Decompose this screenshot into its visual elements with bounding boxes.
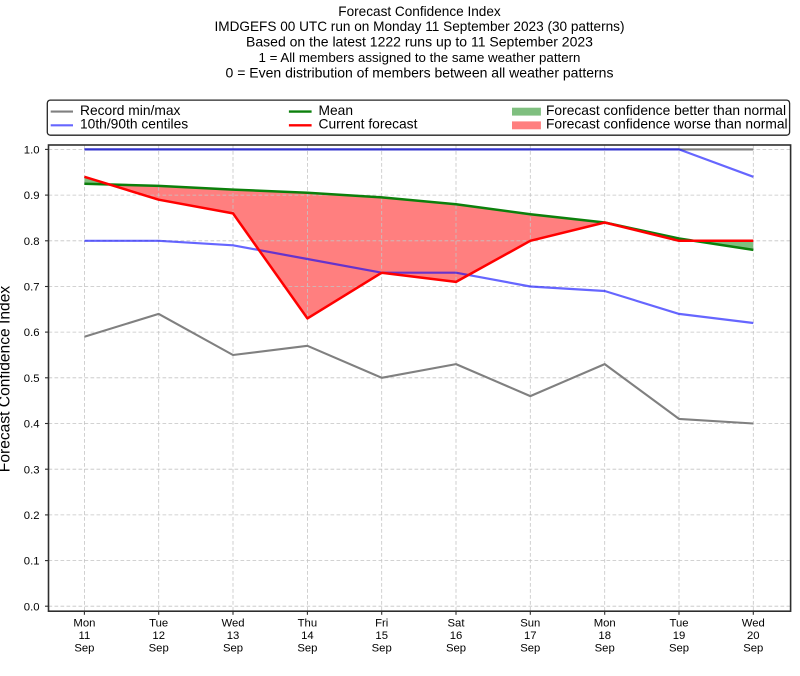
svg-text:Forecast Confidence Index: Forecast Confidence Index bbox=[0, 286, 14, 473]
svg-text:Forecast confidence better tha: Forecast confidence better than normal bbox=[546, 103, 786, 118]
svg-text:Forecast confidence worse than: Forecast confidence worse than normal bbox=[546, 117, 788, 132]
svg-text:12: 12 bbox=[152, 630, 165, 642]
svg-text:IMDGEFS 00 UTC run on Monday 1: IMDGEFS 00 UTC run on Monday 11 Septembe… bbox=[214, 19, 624, 34]
svg-text:Sep: Sep bbox=[297, 642, 317, 654]
svg-text:0.2: 0.2 bbox=[24, 510, 40, 522]
svg-text:Record min/max: Record min/max bbox=[80, 103, 181, 118]
svg-text:10th/90th centiles: 10th/90th centiles bbox=[80, 117, 188, 132]
svg-text:Forecast Confidence Index: Forecast Confidence Index bbox=[338, 4, 501, 19]
svg-text:20: 20 bbox=[747, 630, 760, 642]
svg-text:Sep: Sep bbox=[595, 642, 615, 654]
svg-text:0.3: 0.3 bbox=[24, 464, 40, 476]
svg-text:Based on the latest 1222 runs: Based on the latest 1222 runs up to 11 S… bbox=[246, 34, 593, 50]
svg-text:0.0: 0.0 bbox=[24, 601, 40, 613]
svg-text:Sep: Sep bbox=[669, 642, 689, 654]
svg-text:Sep: Sep bbox=[223, 642, 243, 654]
svg-text:1 = All members assigned to th: 1 = All members assigned to the same wea… bbox=[259, 50, 581, 65]
svg-text:Sep: Sep bbox=[149, 642, 169, 654]
svg-text:Sep: Sep bbox=[446, 642, 466, 654]
svg-text:11: 11 bbox=[79, 630, 91, 642]
svg-text:Sat: Sat bbox=[448, 618, 466, 630]
svg-text:Wed: Wed bbox=[742, 618, 765, 630]
svg-text:0.6: 0.6 bbox=[24, 327, 40, 339]
svg-text:16: 16 bbox=[450, 630, 463, 642]
svg-text:Sep: Sep bbox=[74, 642, 94, 654]
svg-text:18: 18 bbox=[598, 630, 611, 642]
svg-text:14: 14 bbox=[301, 630, 314, 642]
svg-text:17: 17 bbox=[524, 630, 537, 642]
svg-text:1.0: 1.0 bbox=[24, 145, 40, 157]
svg-text:0.5: 0.5 bbox=[24, 373, 40, 385]
svg-text:15: 15 bbox=[375, 630, 388, 642]
svg-text:Wed: Wed bbox=[221, 618, 244, 630]
svg-text:Sun: Sun bbox=[520, 618, 540, 630]
svg-text:0.7: 0.7 bbox=[24, 282, 40, 294]
svg-text:Thu: Thu bbox=[298, 618, 317, 630]
svg-text:Current forecast: Current forecast bbox=[319, 117, 418, 132]
svg-text:0.1: 0.1 bbox=[24, 556, 40, 568]
svg-text:0.9: 0.9 bbox=[24, 190, 40, 202]
svg-text:Mon: Mon bbox=[73, 618, 95, 630]
svg-text:13: 13 bbox=[227, 630, 240, 642]
svg-text:19: 19 bbox=[673, 630, 686, 642]
svg-text:Fri: Fri bbox=[375, 618, 388, 630]
svg-text:Sep: Sep bbox=[520, 642, 540, 654]
svg-text:Tue: Tue bbox=[149, 618, 168, 630]
svg-text:0.8: 0.8 bbox=[24, 236, 40, 248]
svg-text:Sep: Sep bbox=[372, 642, 392, 654]
svg-text:0.4: 0.4 bbox=[24, 419, 40, 431]
svg-text:0 = Even distribution of membe: 0 = Even distribution of members between… bbox=[226, 65, 614, 81]
svg-text:Mon: Mon bbox=[594, 618, 616, 630]
svg-text:Sep: Sep bbox=[743, 642, 763, 654]
svg-text:Mean: Mean bbox=[319, 103, 354, 118]
svg-text:Tue: Tue bbox=[669, 618, 688, 630]
